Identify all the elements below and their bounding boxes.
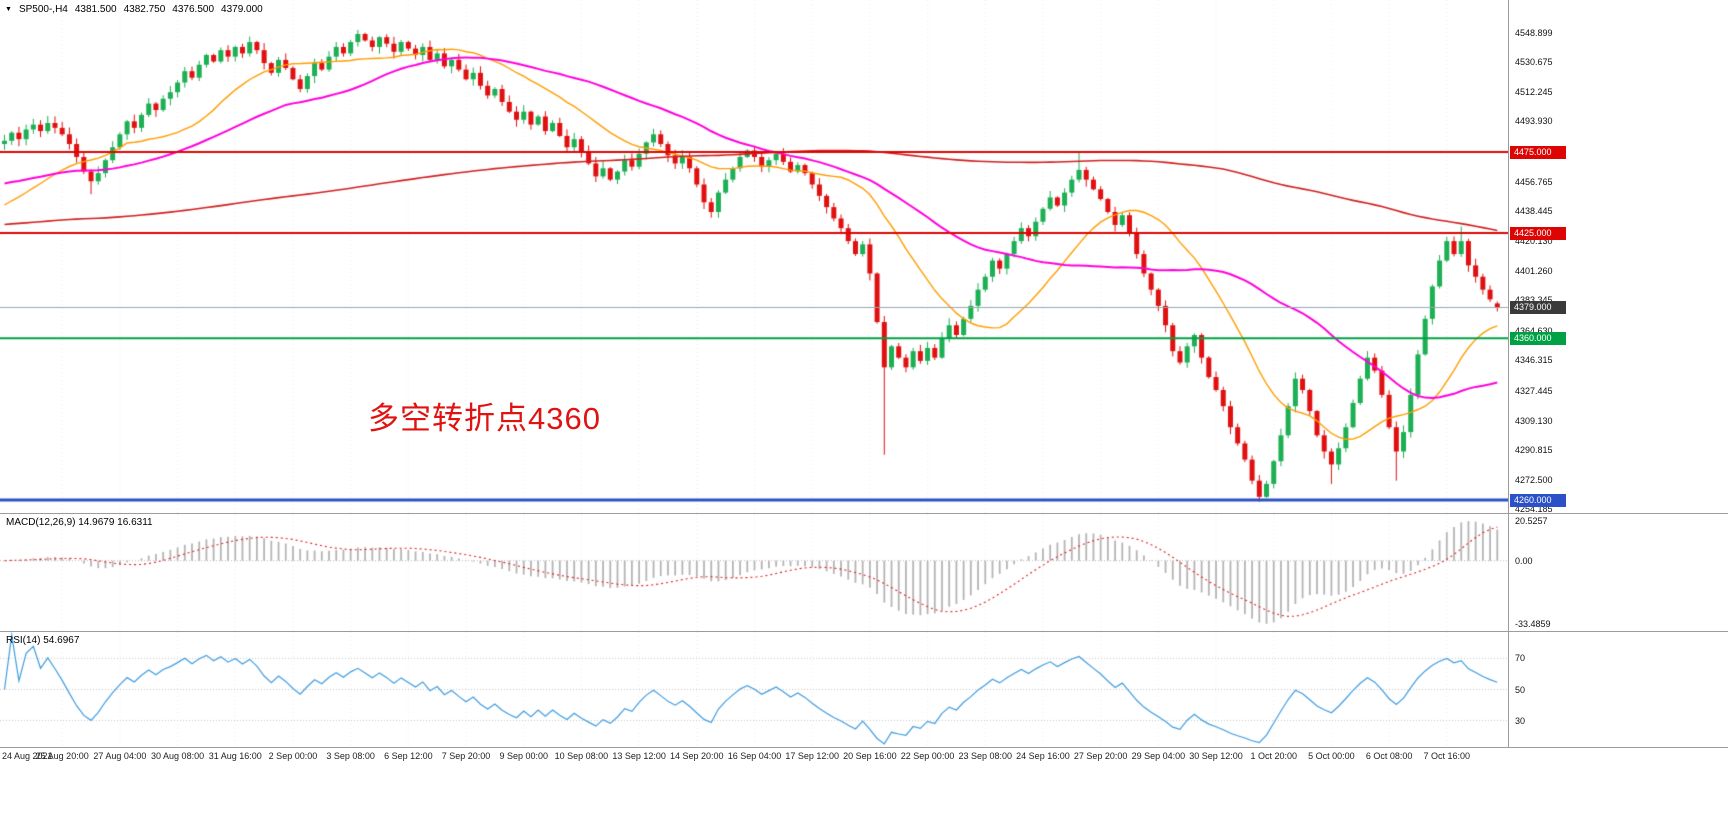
time-axis-label: 3 Sep 08:00 — [326, 751, 375, 761]
time-axis-label: 24 Aug 2021 — [2, 751, 53, 761]
ohlc-low-value: 4376.500 — [172, 4, 215, 15]
price-axis-label: 4548.899 — [1515, 27, 1553, 38]
time-axis-label: 7 Sep 20:00 — [441, 751, 491, 761]
price-axis-label: 4309.130 — [1515, 415, 1553, 426]
price-axis-label: 4254.185 — [1515, 504, 1553, 515]
ohlc-high-value: 4382.750 — [123, 4, 166, 15]
price-axis-label: 4401.260 — [1515, 266, 1553, 277]
time-axis-label: 10 Sep 08:00 — [554, 751, 609, 761]
time-axis-label: 1 Oct 20:00 — [1250, 751, 1297, 761]
axis-separator — [1508, 0, 1509, 747]
macd-axis-label: 20.5257 — [1515, 516, 1548, 526]
price-axis-label: 4456.765 — [1515, 176, 1553, 187]
time-axis[interactable]: 24 Aug 2021 25 Aug 20:00 27 Aug 04:00 30 Au… — [0, 748, 1728, 766]
time-axis-label: 22 Sep 00:00 — [900, 751, 955, 761]
time-axis-label: 29 Sep 04:00 — [1131, 751, 1186, 761]
price-axis-label: 4272.500 — [1515, 474, 1553, 485]
time-axis-label: 17 Sep 12:00 — [785, 751, 839, 761]
macd-axis-label: -33.4859 — [1515, 619, 1551, 629]
ohlc-open-value: 4381.500 — [74, 4, 117, 15]
rsi-axis-label: 70 — [1515, 653, 1526, 664]
price-axis-label: 4290.815 — [1515, 445, 1553, 456]
price-axis-label: 4512.245 — [1515, 86, 1553, 97]
time-axis-label: 30 Sep 12:00 — [1189, 751, 1243, 761]
price-tag-4425.000: 4425.000 — [1510, 226, 1566, 240]
time-axis-label: 27 Sep 20:00 — [1073, 751, 1128, 761]
one-click-trading-arrow-icon[interactable]: ▼ — [5, 5, 12, 13]
macd-label: MACD(12,26,9) 14.9679 16.6311 — [6, 517, 153, 528]
price-tag-4379.000: 4379.000 — [1510, 300, 1566, 314]
macd-axis[interactable]: 20.5257 0.00 -33.4859 — [1509, 514, 1728, 631]
price-axis-label: 4383.345 — [1515, 295, 1553, 305]
rsi-panel: RSI(14) 54.6967 70 50 30 — [0, 632, 1728, 747]
time-axis-label: 7 Oct 16:00 — [1423, 751, 1471, 761]
rsi-axis[interactable]: 70 50 30 — [1509, 632, 1728, 747]
panel-separator[interactable] — [0, 631, 1728, 632]
ohlc-close-value: 4379.000 — [221, 4, 263, 15]
macd-chart-canvas[interactable] — [0, 514, 1508, 631]
time-axis-label: 27 Aug 04:00 — [93, 751, 147, 761]
rsi-label: RSI(14) 54.6967 — [6, 635, 80, 646]
time-axis-label: 31 Aug 16:00 — [208, 751, 262, 761]
rsi-axis-label: 30 — [1515, 715, 1526, 726]
time-axis-label: 6 Sep 12:00 — [384, 751, 433, 761]
time-axis-separator — [0, 747, 1728, 748]
price-axis-label: 4493.930 — [1515, 116, 1553, 127]
rsi-chart-canvas[interactable] — [0, 632, 1508, 747]
price-tag-4260.000: 4260.000 — [1510, 493, 1566, 507]
time-axis-label: 20 Sep 16:00 — [843, 751, 897, 761]
time-axis-label: 9 Sep 00:00 — [499, 751, 548, 761]
time-axis-label: 14 Sep 20:00 — [670, 751, 724, 761]
price-axis-label: 4346.315 — [1515, 355, 1553, 366]
time-axis-label: 5 Oct 00:00 — [1308, 751, 1355, 761]
panel-separator[interactable] — [0, 513, 1728, 514]
price-chart-panel: ▼ SP500-,H4 4381.500 4382.750 4376.500 4… — [0, 0, 1728, 515]
price-chart-canvas[interactable] — [0, 0, 1508, 513]
price-axis-label: 4364.630 — [1515, 325, 1553, 336]
symbol-timeframe-label: SP500-,H4 — [18, 4, 68, 15]
price-tag-4360.000: 4360.000 — [1510, 331, 1566, 345]
time-axis-label: 25 Aug 20:00 — [35, 751, 89, 761]
price-axis-label: 4530.675 — [1515, 57, 1553, 68]
price-tag-4475.000: 4475.000 — [1510, 145, 1566, 159]
chart-title: ▼ SP500-,H4 4381.500 4382.750 4376.500 4… — [5, 4, 263, 15]
price-axis[interactable]: 4548.899 4530.675 4512.245 4493.930 4456.765… — [1509, 0, 1728, 515]
macd-axis-label: 0.00 — [1515, 555, 1533, 566]
time-axis-label: 16 Sep 04:00 — [727, 751, 782, 761]
price-axis-label: 4420.130 — [1515, 235, 1553, 246]
annotation-text[interactable]: 多空转折点4360 — [368, 401, 601, 436]
time-axis-label: 24 Sep 16:00 — [1016, 751, 1070, 761]
price-axis-label: 4327.445 — [1515, 385, 1553, 396]
macd-panel: MACD(12,26,9) 14.9679 16.6311 20.5257 0.0… — [0, 514, 1728, 631]
time-axis-label: 6 Oct 08:00 — [1365, 751, 1413, 761]
time-axis-label: 13 Sep 12:00 — [612, 751, 666, 761]
rsi-axis-label: 50 — [1515, 684, 1526, 695]
time-axis-label: 2 Sep 00:00 — [268, 751, 318, 761]
time-axis-label: 23 Sep 08:00 — [958, 751, 1013, 761]
time-axis-label: 30 Aug 08:00 — [151, 751, 205, 761]
price-axis-label: 4438.445 — [1515, 206, 1553, 217]
